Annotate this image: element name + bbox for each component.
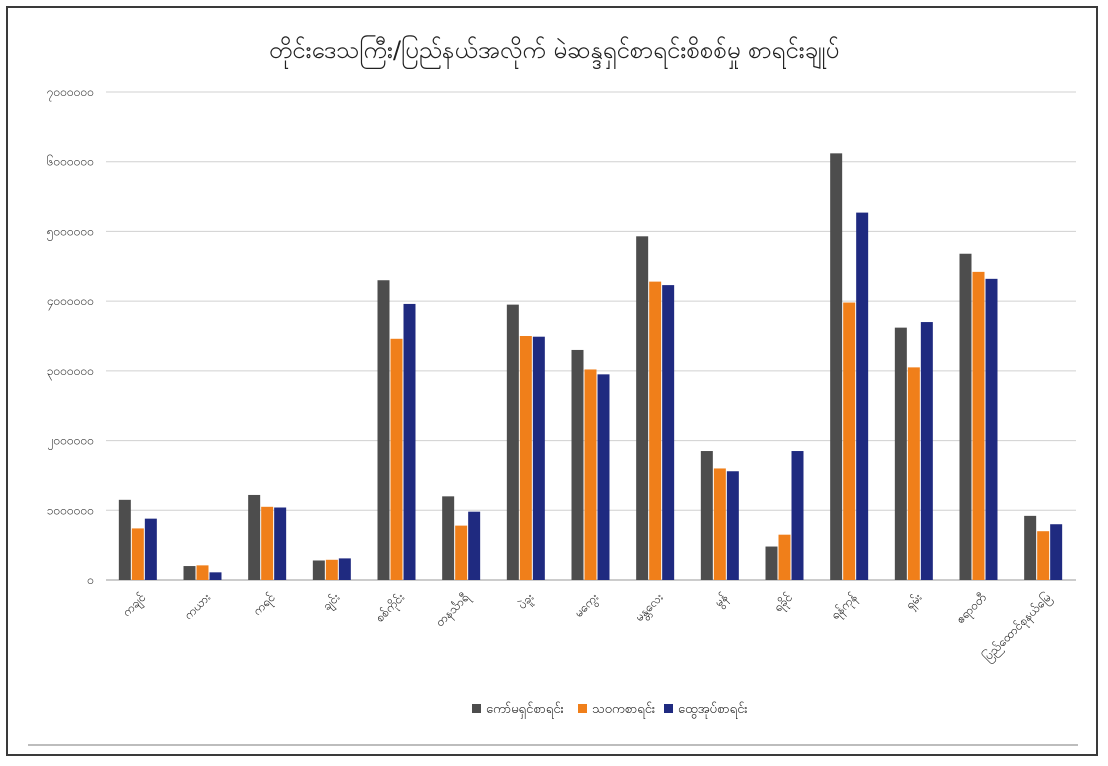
legend-label: ထွေအုပ်စာရင်း [678, 701, 748, 719]
category-label: ကရင် [249, 590, 280, 621]
bar [572, 350, 584, 580]
category-label: ပဲခူး [514, 590, 538, 614]
category-label: ပြည်ထောင်စုနယ်မြေ [979, 589, 1056, 666]
bar [598, 374, 610, 580]
bar [779, 535, 791, 580]
category-label: တနင်္သာရီ [432, 589, 474, 631]
bar [895, 328, 907, 580]
bar [184, 566, 196, 580]
bar [119, 500, 131, 580]
legend-swatch [578, 704, 587, 713]
bar [339, 558, 351, 580]
bar [442, 496, 454, 580]
legend-swatch [664, 704, 673, 713]
bar [145, 519, 157, 580]
bar [378, 280, 390, 580]
bar [326, 560, 338, 580]
y-tick-label: ၃၀၀၀၀၀၀ [47, 364, 94, 381]
bar [843, 303, 855, 580]
bar [908, 367, 920, 580]
category-label: မန္တလေး [632, 590, 668, 626]
bar [856, 213, 868, 580]
legend-swatch [472, 704, 481, 713]
y-tick-label: ၇၀၀၀၀၀၀ [47, 85, 94, 102]
y-tick-label: ၄၀၀၀၀၀၀ [47, 294, 94, 311]
bar [766, 547, 778, 580]
category-label: မွန် [711, 590, 733, 612]
bar [585, 369, 597, 580]
category-label: ကချင် [119, 590, 151, 622]
y-tick-label: ၂၀၀၀၀၀၀ [48, 434, 94, 451]
bar [1024, 516, 1036, 580]
y-tick-label: ၁၀၀၀၀၀၀ [47, 503, 94, 517]
bar [714, 468, 726, 580]
y-tick-label: ၅၀၀၀၀၀၀ [47, 224, 94, 241]
category-label: ဧရာဝတီ [952, 590, 991, 629]
bar [1037, 531, 1049, 580]
bar [507, 305, 519, 580]
bar [261, 507, 273, 580]
bar [404, 304, 416, 580]
bar [533, 337, 545, 580]
bar [132, 528, 144, 580]
bar [313, 560, 325, 580]
bar [248, 495, 260, 580]
bar [468, 512, 480, 580]
bar [921, 322, 933, 580]
bar [662, 285, 674, 580]
bar [986, 279, 998, 580]
bar [197, 565, 209, 580]
y-tick-label: ၆၀၀၀၀၀၀ [47, 154, 94, 169]
bar [1050, 524, 1062, 580]
bar [520, 336, 532, 580]
bar [792, 451, 804, 580]
legend-label: သဝကစာရင်း [592, 701, 655, 719]
category-label: စစ်ကိုင်း [372, 590, 409, 627]
category-label: ရန်ကုန် [827, 590, 862, 625]
category-label: မကွေး [571, 590, 603, 622]
bar [830, 153, 842, 580]
legend-label: ကော်မရှင်စာရင်း [486, 701, 564, 719]
bar [649, 282, 661, 580]
bar [274, 507, 286, 580]
bar [636, 236, 648, 580]
bar [960, 254, 972, 580]
bar [455, 526, 467, 580]
category-label: ချင်း [319, 590, 345, 616]
category-label: ကယား [181, 590, 213, 622]
bar [391, 339, 403, 580]
bar [210, 572, 222, 580]
category-label: ရခိုင် [770, 590, 797, 617]
y-tick-label: ၀ [87, 573, 94, 587]
bar [727, 471, 739, 580]
category-label: ရှမ်း [902, 590, 927, 615]
bar [973, 272, 985, 580]
bar [701, 451, 713, 580]
